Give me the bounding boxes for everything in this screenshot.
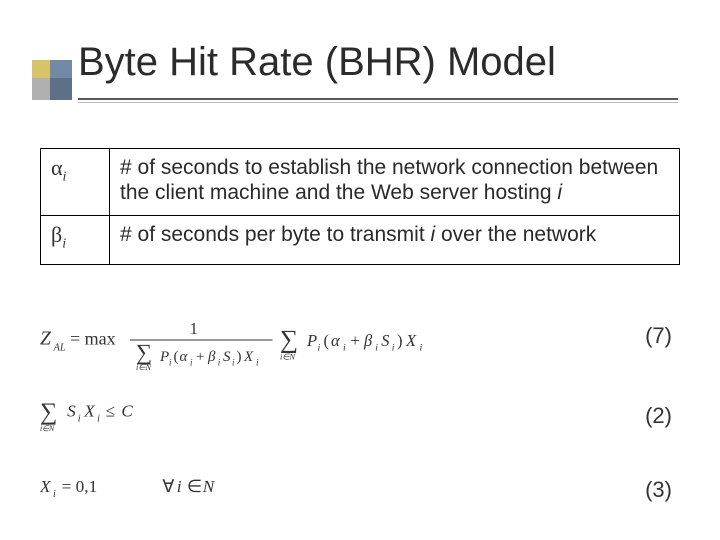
equation-number: (2) <box>645 403 672 429</box>
equations-area: Z AL = max 1 ∑ i∈N P i ( α i <box>40 310 680 536</box>
equation-row: ∑ i∈N S i X i ≤ C (2) <box>40 388 680 443</box>
svg-text:i: i <box>392 343 395 354</box>
svg-text:∈: ∈ <box>187 477 202 496</box>
svg-text:∑: ∑ <box>280 325 298 354</box>
svg-text:i: i <box>218 358 221 368</box>
svg-text:X: X <box>405 331 417 350</box>
symbol-base: β <box>51 222 62 247</box>
equation-number: (3) <box>645 477 672 503</box>
title-underline <box>78 98 678 100</box>
svg-text:X: X <box>40 477 52 496</box>
desc-text: # of seconds to establish the network co… <box>120 156 658 204</box>
svg-text:P: P <box>306 331 317 350</box>
svg-text:β: β <box>207 349 216 365</box>
svg-text:+: + <box>351 331 360 350</box>
svg-text:i: i <box>343 343 346 354</box>
svg-text:P: P <box>159 349 169 365</box>
svg-text:S: S <box>223 349 231 365</box>
table-row: βi # of seconds per byte to transmit i o… <box>41 216 680 264</box>
svg-text:+: + <box>196 349 204 365</box>
svg-text:Z: Z <box>40 329 51 350</box>
svg-text:i: i <box>375 343 378 354</box>
svg-text:∀: ∀ <box>162 477 174 496</box>
svg-text:= max: = max <box>70 329 116 349</box>
svg-text:i: i <box>78 414 81 425</box>
svg-text:): ) <box>397 331 403 350</box>
desc-cell: # of seconds to establish the network co… <box>110 149 680 216</box>
svg-text:i: i <box>420 343 423 354</box>
symbol-base: α <box>51 155 63 180</box>
svg-text:≤: ≤ <box>106 402 115 421</box>
page-title: Byte Hit Rate (BHR) Model <box>78 40 556 85</box>
equation-row: Z AL = max 1 ∑ i∈N P i ( α i <box>40 310 680 362</box>
svg-text:AL: AL <box>53 343 66 354</box>
symbol-cell: αi <box>41 149 110 216</box>
equation-svg: ∑ i∈N S i X i ≤ C <box>40 388 197 438</box>
svg-text:i: i <box>318 343 321 354</box>
svg-text:i: i <box>256 358 259 368</box>
svg-text:∑: ∑ <box>136 340 152 365</box>
equation-svg: X i = 0,1 ∀ i ∈ N <box>40 469 270 505</box>
symbol-sub: i <box>62 237 66 252</box>
equation-row: X i = 0,1 ∀ i ∈ N (3) <box>40 469 680 510</box>
svg-text:i: i <box>97 414 100 425</box>
equation-2: ∑ i∈N S i X i ≤ C <box>40 388 197 443</box>
title-decor <box>32 60 72 100</box>
svg-text:i: i <box>177 477 182 496</box>
decor-square-d <box>50 78 72 100</box>
svg-text:i∈N: i∈N <box>40 424 55 433</box>
svg-text:S: S <box>381 331 389 350</box>
svg-text:1: 1 <box>190 319 198 338</box>
desc-cell: # of seconds per byte to transmit i over… <box>110 216 680 264</box>
svg-text:(: ( <box>174 349 179 365</box>
svg-text:i: i <box>169 358 172 368</box>
svg-text:α: α <box>180 349 189 365</box>
title-underline-shadow <box>78 102 678 103</box>
svg-text:S: S <box>67 402 76 421</box>
svg-text:= 0,1: = 0,1 <box>62 477 98 496</box>
svg-text:C: C <box>121 402 133 421</box>
svg-text:X: X <box>243 349 254 365</box>
desc-ital: i <box>557 181 562 204</box>
svg-text:i∈N: i∈N <box>280 353 295 362</box>
svg-text:X: X <box>83 402 96 421</box>
svg-text:∑: ∑ <box>40 398 57 425</box>
svg-text:i: i <box>190 358 193 368</box>
svg-text:i: i <box>53 489 56 500</box>
equation-number: (7) <box>645 323 672 349</box>
symbol-cell: βi <box>41 216 110 264</box>
svg-text:i: i <box>232 358 235 368</box>
equation-7: Z AL = max 1 ∑ i∈N P i ( α i <box>40 310 445 375</box>
equation-3: X i = 0,1 ∀ i ∈ N <box>40 469 270 510</box>
slide: Byte Hit Rate (BHR) Model αi # of second… <box>0 0 720 540</box>
svg-text:α: α <box>331 331 340 350</box>
svg-text:i∈N: i∈N <box>136 363 151 370</box>
table-row: αi # of seconds to establish the network… <box>41 149 680 216</box>
svg-text:β: β <box>363 331 373 350</box>
svg-text:(: ( <box>324 331 330 350</box>
desc-text: over the network <box>435 223 596 246</box>
equation-svg: Z AL = max 1 ∑ i∈N P i ( α i <box>40 310 445 370</box>
symbol-sub: i <box>63 169 67 184</box>
svg-text:N: N <box>202 477 216 496</box>
definitions-table: αi # of seconds to establish the network… <box>40 148 680 265</box>
desc-text: # of seconds per byte to transmit <box>120 223 431 246</box>
svg-text:): ) <box>237 349 242 365</box>
